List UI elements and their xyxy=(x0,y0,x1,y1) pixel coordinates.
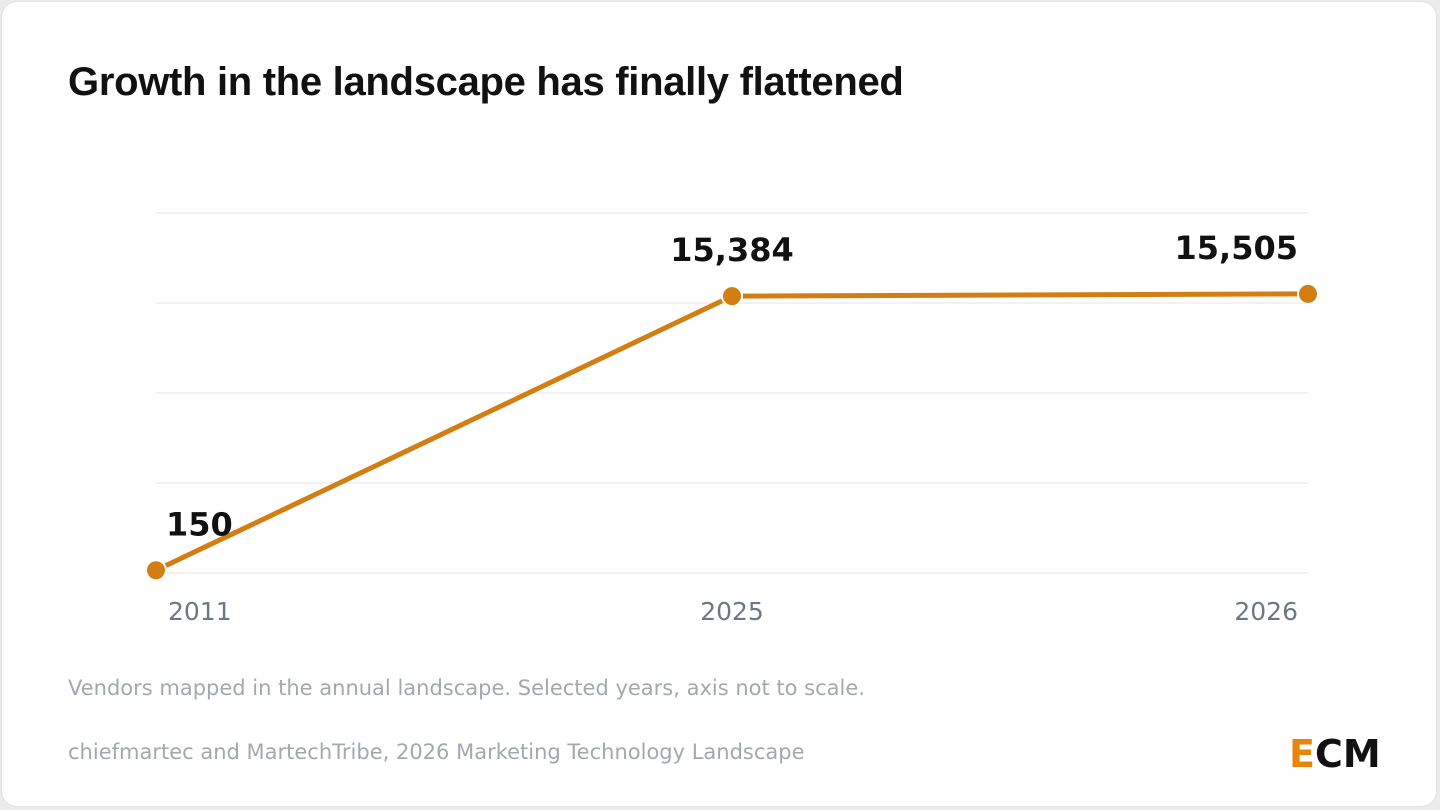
data-point-2011[interactable] xyxy=(145,559,167,582)
x-tick-label-2025: 2025 xyxy=(700,597,764,626)
data-label-2011: 150 xyxy=(166,505,233,543)
logo-letters-cm: CM xyxy=(1314,732,1381,776)
data-label-2025: 15,384 xyxy=(670,231,793,269)
data-label-2026: 15,505 xyxy=(1175,229,1298,267)
data-points xyxy=(145,282,1319,582)
source-credit: chiefmartec and MartechTribe, 2026 Marke… xyxy=(68,740,805,764)
x-tick-label-2011: 2011 xyxy=(168,597,232,626)
logo-letter-e: E xyxy=(1289,732,1315,776)
ecm-logo: ECM xyxy=(1289,732,1381,776)
data-point-2026[interactable] xyxy=(1297,282,1319,305)
chart-title: Growth in the landscape has finally flat… xyxy=(68,60,904,104)
chart-note: Vendors mapped in the annual landscape. … xyxy=(68,676,865,700)
data-labels: 150 15,384 15,505 xyxy=(166,229,1298,543)
series-line xyxy=(153,291,1311,573)
x-axis-ticks: 2011 2025 2026 xyxy=(168,597,1298,626)
data-point-2025[interactable] xyxy=(721,285,743,308)
x-tick-label-2026: 2026 xyxy=(1234,597,1298,626)
series-line-group xyxy=(153,291,1311,573)
